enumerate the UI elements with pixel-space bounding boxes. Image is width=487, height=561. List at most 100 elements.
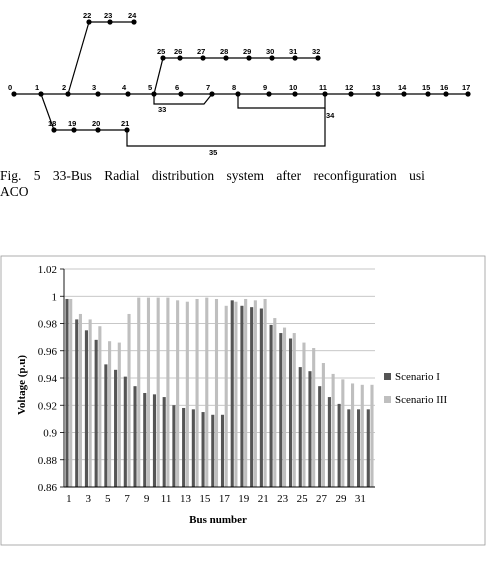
y-tick-label: 0.98: [38, 319, 58, 331]
legend-swatch: [384, 373, 391, 380]
bus-label: 27: [197, 47, 205, 56]
bar-scenario-i: [366, 409, 370, 487]
bus-node: [292, 55, 298, 61]
bus-label: 29: [243, 47, 251, 56]
tie-switch-label: 34: [326, 111, 335, 120]
bus-label: 17: [462, 83, 470, 92]
bar-scenario-i: [347, 409, 351, 487]
bus-label: 26: [174, 47, 182, 56]
bus-label: 14: [398, 83, 407, 92]
bus-label: 16: [440, 83, 448, 92]
feeder-line: [67, 21, 90, 95]
bar-scenario-i: [172, 405, 176, 487]
bar-scenario-iii: [176, 300, 180, 487]
bar-scenario-iii: [78, 313, 82, 487]
bus-node: [160, 55, 166, 61]
bus-node: [292, 91, 298, 97]
bus-node: [131, 19, 137, 25]
bar-scenario-iii: [156, 297, 160, 487]
bar-scenario-i: [123, 376, 127, 487]
bus-node: [266, 91, 272, 97]
bus-node: [269, 55, 275, 61]
legend-label: Scenario I: [395, 371, 440, 383]
x-tick-label: 1: [66, 493, 72, 505]
bar-scenario-iii: [302, 342, 306, 487]
x-axis-title: Bus number: [189, 514, 247, 526]
x-tick-label: 15: [199, 493, 211, 505]
caption-line-2: ACO: [0, 184, 29, 199]
y-tick-label: 0.94: [38, 373, 58, 385]
bar-scenario-iii: [88, 319, 92, 487]
bus-label: 20: [92, 119, 100, 128]
bar-scenario-i: [65, 298, 69, 487]
bus-node: [178, 91, 184, 97]
x-tick-label: 19: [238, 493, 250, 505]
caption-line-1: Fig. 5 33-Bus Radial distribution system…: [0, 168, 425, 183]
bar-scenario-i: [162, 397, 166, 487]
bar-scenario-i: [104, 364, 108, 487]
bar-scenario-i: [269, 324, 273, 487]
bus-node: [246, 55, 252, 61]
bar-scenario-i: [327, 397, 331, 487]
bar-scenario-i: [288, 338, 293, 487]
bus-label: 5: [148, 83, 152, 92]
y-tick-label: 1.02: [38, 264, 57, 276]
bar-scenario-i: [318, 386, 322, 487]
bus-label: 30: [266, 47, 274, 56]
bar-scenario-iii: [273, 318, 277, 487]
bar-scenario-i: [337, 403, 341, 487]
x-tick-label: 21: [258, 493, 269, 505]
legend-label: Scenario III: [395, 394, 448, 406]
bus-label: 2: [62, 83, 66, 92]
bus-node: [401, 91, 407, 97]
x-tick-label: 7: [124, 493, 130, 505]
bus-label: 19: [68, 119, 76, 128]
bus-label: 7: [206, 83, 210, 92]
bar-scenario-iii: [146, 297, 151, 487]
bus-label: 3: [92, 83, 96, 92]
bus-node: [315, 55, 321, 61]
bus-node: [348, 91, 354, 97]
y-tick-label: 0.96: [38, 346, 58, 358]
bus-node: [375, 91, 381, 97]
bar-scenario-iii: [360, 384, 364, 487]
bus-label: 28: [220, 47, 228, 56]
bar-scenario-iii: [205, 297, 209, 487]
bar-scenario-i: [230, 300, 234, 487]
bus-label: 21: [121, 119, 129, 128]
bar-scenario-i: [259, 308, 263, 487]
bus-label: 12: [345, 83, 353, 92]
feeder-line: [40, 93, 55, 131]
bus-node: [51, 127, 57, 133]
bar-scenario-iii: [263, 298, 267, 487]
bus-label: 1: [35, 83, 39, 92]
bar-scenario-iii: [108, 341, 112, 487]
y-axis-title: Voltage (p.u): [16, 355, 28, 415]
bus-node: [65, 91, 71, 97]
chart-legend: Scenario I Scenario III: [384, 371, 448, 406]
tie-line-33: [153, 93, 213, 105]
y-tick-label: 0.86: [38, 482, 58, 494]
bar-scenario-iii: [312, 348, 316, 487]
bar-scenario-iii: [185, 301, 189, 487]
bus-label: 18: [48, 119, 56, 128]
y-tick-label: 1: [52, 291, 58, 303]
bus-node: [86, 19, 92, 25]
bar-scenario-i: [84, 330, 88, 487]
bus-label: 32: [312, 47, 320, 56]
x-tick-label: 11: [161, 493, 172, 505]
tie-switch-label: 35: [209, 148, 217, 157]
x-tick-label: 23: [277, 493, 289, 505]
bus-label: 11: [319, 83, 327, 92]
bar-scenario-i: [279, 333, 283, 487]
bar-scenario-iii: [224, 305, 228, 487]
bar-scenario-i: [182, 407, 186, 487]
bus-node: [177, 55, 183, 61]
bar-scenario-i: [201, 412, 205, 487]
y-tick-label: 0.92: [38, 400, 57, 412]
bar-scenario-iii: [341, 379, 345, 487]
bar-scenario-iii: [117, 342, 121, 487]
bar-scenario-i: [152, 394, 157, 487]
